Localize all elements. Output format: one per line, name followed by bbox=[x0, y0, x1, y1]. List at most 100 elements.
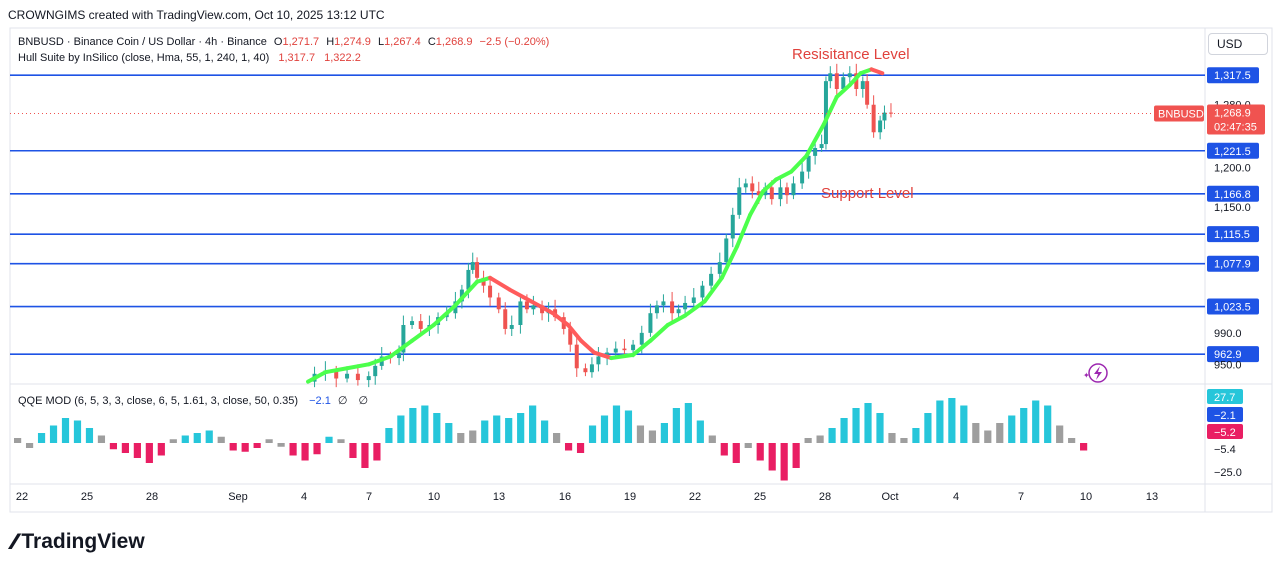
qqe-ticks-group: 27.7 −2.1 −5.2 −5.4 −25.0 bbox=[1207, 389, 1243, 479]
candle-body bbox=[518, 301, 523, 325]
time-tick-label: 7 bbox=[366, 491, 372, 503]
qqe-indicator-name[interactable]: QQE MOD (6, 5, 3, 3, close, 6, 5, 1.61, … bbox=[18, 395, 299, 407]
candle-body bbox=[882, 112, 887, 121]
qqe-bar bbox=[708, 435, 716, 443]
qqe-bar bbox=[876, 413, 884, 443]
candle-body bbox=[583, 368, 588, 373]
qqe-bar bbox=[49, 425, 58, 443]
level-label-bg bbox=[1207, 226, 1259, 243]
qqe-bar bbox=[277, 443, 285, 447]
tradingview-logo[interactable]: ⁄⁄ TradingView bbox=[12, 529, 145, 555]
candles-group bbox=[312, 63, 893, 388]
hull-indicator-name[interactable]: Hull Suite by InSilico (close, Hma, 55, … bbox=[18, 52, 270, 64]
qqe-bar bbox=[768, 443, 776, 471]
candle-body bbox=[683, 302, 688, 310]
hull-segment bbox=[529, 299, 555, 316]
qqe-bar bbox=[960, 405, 968, 443]
qqe-bar bbox=[1032, 400, 1040, 443]
lightning-icon[interactable]: ✦ bbox=[1083, 363, 1108, 383]
qqe-bar bbox=[732, 443, 740, 463]
candle-body bbox=[355, 373, 360, 381]
qqe-bar bbox=[433, 413, 441, 443]
level-label-bg bbox=[1207, 142, 1259, 159]
hull-legend: Hull Suite by InSilico (close, Hma, 55, … bbox=[18, 52, 361, 64]
hull-segment bbox=[631, 338, 653, 357]
qqe-bar bbox=[780, 443, 788, 481]
qqe-bar bbox=[25, 443, 34, 448]
qqe-bar bbox=[541, 420, 549, 443]
hull-segment bbox=[748, 189, 766, 217]
hull-segment bbox=[609, 352, 636, 361]
qqe-bar bbox=[936, 400, 944, 443]
time-tick-label: Sep bbox=[228, 491, 248, 503]
open-value: 1,271.7 bbox=[282, 36, 320, 48]
qqe-bar bbox=[421, 405, 429, 443]
hull-segment bbox=[774, 169, 794, 182]
qqe-bar bbox=[1068, 438, 1076, 443]
qqe-bar bbox=[265, 439, 273, 443]
time-tick-label: Oct bbox=[881, 491, 898, 503]
qqe-bar bbox=[576, 443, 585, 453]
chart-header: CROWNGIMS created with TradingView.com, … bbox=[8, 8, 385, 22]
hull-segment bbox=[410, 323, 436, 343]
qqe-bar bbox=[313, 443, 321, 455]
countdown-label: 02:47:35 bbox=[1214, 121, 1257, 133]
qqe-tick-label: −25.0 bbox=[1214, 467, 1242, 479]
qqe-tick-label: −2.1 bbox=[1214, 410, 1236, 422]
candle-body bbox=[717, 262, 722, 274]
qqe-bar bbox=[217, 436, 225, 443]
candle-body bbox=[800, 171, 805, 184]
qqe-bar bbox=[61, 418, 70, 443]
candle-body bbox=[670, 301, 675, 314]
qqe-bar bbox=[840, 418, 848, 443]
price-tick-label: 950.0 bbox=[1214, 359, 1242, 371]
hull-segment bbox=[488, 275, 512, 292]
level-label: 1,166.8 bbox=[1214, 189, 1251, 201]
qqe-bar bbox=[792, 443, 800, 468]
candle-body bbox=[475, 262, 480, 278]
tradingview-wordmark: TradingView bbox=[21, 530, 145, 553]
qqe-bar bbox=[169, 439, 177, 443]
candle-body bbox=[841, 77, 846, 89]
qqe-bar bbox=[624, 410, 633, 443]
qqe-bar bbox=[1080, 443, 1088, 451]
candle-body bbox=[334, 370, 339, 379]
qqe-bar bbox=[373, 443, 381, 461]
candle-body bbox=[466, 269, 471, 290]
hull-segment bbox=[453, 279, 480, 308]
hull-segment bbox=[648, 323, 670, 343]
candle-body bbox=[661, 301, 666, 306]
level-label: 1,077.9 bbox=[1214, 259, 1251, 271]
hull-segment bbox=[550, 311, 571, 327]
hull-segment bbox=[869, 67, 885, 76]
qqe-bar bbox=[648, 430, 657, 443]
hull-segment bbox=[579, 338, 597, 355]
low-value: 1,267.4 bbox=[384, 36, 421, 48]
candle-body bbox=[834, 73, 839, 89]
qqe-bar bbox=[517, 413, 525, 443]
qqe-bar bbox=[145, 443, 153, 463]
qqe-bar bbox=[205, 430, 213, 443]
currency-button[interactable]: USD bbox=[1208, 33, 1268, 55]
candle-body bbox=[605, 352, 610, 357]
qqe-bar bbox=[181, 435, 189, 443]
level-label: 962.9 bbox=[1214, 349, 1242, 361]
qqe-tick-label: 27.7 bbox=[1214, 392, 1235, 404]
qqe-bar bbox=[553, 433, 561, 443]
current-price-label: 1,268.9 bbox=[1214, 107, 1251, 119]
qqe-bar bbox=[816, 435, 824, 443]
candle-body bbox=[639, 332, 644, 345]
candle-body bbox=[496, 297, 501, 310]
hull-segment bbox=[366, 354, 393, 367]
level-label: 1,115.5 bbox=[1214, 229, 1250, 241]
time-tick-label: 4 bbox=[953, 491, 959, 503]
symbol-name[interactable]: BNBUSD · Binance Coin / US Dollar · 4h ·… bbox=[18, 36, 267, 48]
level-label-bg bbox=[1207, 185, 1259, 202]
price-tick-label: 1,150.0 bbox=[1214, 202, 1251, 214]
qqe-bar bbox=[397, 415, 405, 443]
close-value: 1,268.9 bbox=[435, 36, 473, 48]
level-label-bg bbox=[1207, 67, 1259, 84]
price-tag-group: BNBUSD 1,268.9 02:47:35 bbox=[10, 104, 1265, 135]
candle-body bbox=[691, 297, 696, 303]
